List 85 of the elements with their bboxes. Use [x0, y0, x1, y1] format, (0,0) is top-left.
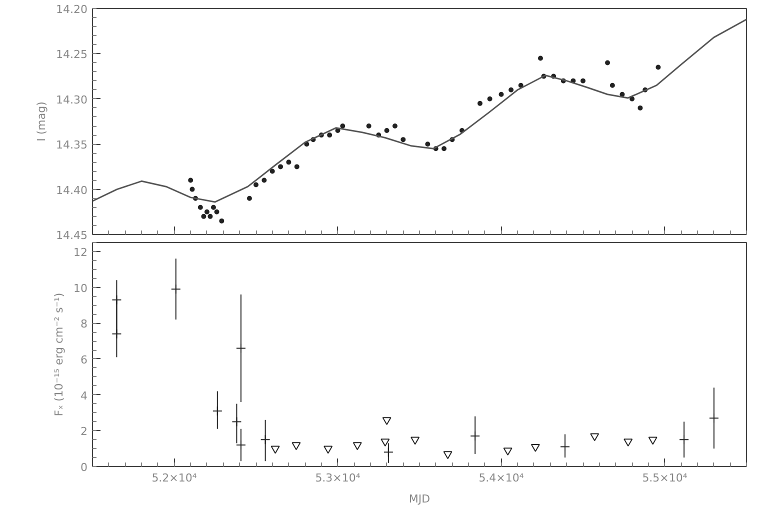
point	[335, 128, 340, 134]
point	[708, 413, 719, 424]
y-tick-label: 14.35	[56, 138, 88, 152]
point	[352, 442, 362, 450]
point	[286, 160, 292, 165]
point	[580, 78, 586, 84]
y-tick-label: 0	[80, 461, 88, 474]
point	[392, 124, 398, 129]
point	[262, 178, 267, 183]
point	[383, 447, 394, 458]
point	[384, 128, 390, 134]
point	[656, 64, 661, 70]
y-tick-label: 4	[80, 389, 88, 402]
y-axis-title: I (mag)	[35, 102, 48, 142]
y-tick-label: 14.30	[56, 93, 88, 106]
point	[400, 137, 406, 142]
point	[679, 434, 690, 445]
point	[380, 438, 390, 447]
point	[498, 92, 504, 97]
x-tick-label: 5.5×10⁴	[642, 472, 688, 484]
y-tick-label: 14.20	[56, 3, 88, 16]
point	[605, 60, 610, 66]
point	[620, 92, 625, 97]
point	[410, 436, 420, 445]
point	[590, 433, 600, 442]
point	[648, 436, 658, 445]
point	[630, 96, 635, 102]
point	[270, 446, 280, 454]
point	[340, 124, 346, 129]
point	[292, 442, 301, 450]
point	[470, 431, 480, 442]
x-tick-label: 5.3×10⁴	[315, 472, 361, 484]
point	[112, 328, 122, 339]
point	[503, 448, 512, 456]
point	[210, 204, 216, 210]
point	[170, 284, 181, 294]
point	[425, 142, 430, 147]
point	[112, 294, 122, 305]
point	[232, 416, 242, 427]
point	[278, 164, 284, 170]
point	[443, 451, 452, 460]
y-tick-label: 2	[80, 425, 88, 438]
point	[246, 196, 252, 201]
x-axis-title: MJD	[408, 492, 430, 506]
y-tick-label: 12	[74, 246, 88, 259]
point	[366, 124, 372, 129]
point	[214, 209, 220, 214]
point	[201, 214, 206, 219]
y-axis-title: Fₓ (10⁻¹⁵ erg cm⁻² s⁻¹)	[52, 292, 66, 416]
point	[204, 209, 210, 214]
point	[294, 164, 300, 170]
point	[260, 434, 270, 445]
point	[198, 204, 203, 210]
point	[624, 438, 633, 447]
point	[327, 132, 332, 138]
x-tick-label: 5.2×10⁴	[152, 472, 198, 484]
point	[254, 182, 258, 188]
y-tick-label: 6	[80, 353, 88, 366]
line-series	[92, 18, 746, 203]
point	[324, 446, 333, 454]
point	[190, 186, 195, 192]
point	[518, 82, 524, 88]
point	[382, 417, 392, 426]
point	[208, 214, 213, 219]
point	[508, 87, 514, 92]
y-tick-label: 14.25	[56, 48, 88, 62]
x-tick-label: 5.4×10⁴	[478, 472, 524, 484]
point	[188, 178, 194, 183]
point	[236, 343, 246, 354]
point	[442, 146, 447, 152]
y-tick-label: 10	[74, 282, 88, 295]
point	[610, 82, 615, 88]
point	[212, 406, 222, 416]
point	[530, 444, 540, 452]
point	[236, 440, 246, 450]
point	[560, 442, 570, 452]
point	[487, 96, 492, 102]
point	[270, 168, 275, 174]
y-tick-label: 14.45	[56, 229, 88, 242]
point	[219, 218, 224, 224]
point	[538, 56, 543, 61]
point	[638, 105, 643, 110]
point	[477, 100, 482, 106]
y-tick-label: 14.40	[56, 184, 88, 197]
y-tick-label: 8	[80, 318, 88, 331]
